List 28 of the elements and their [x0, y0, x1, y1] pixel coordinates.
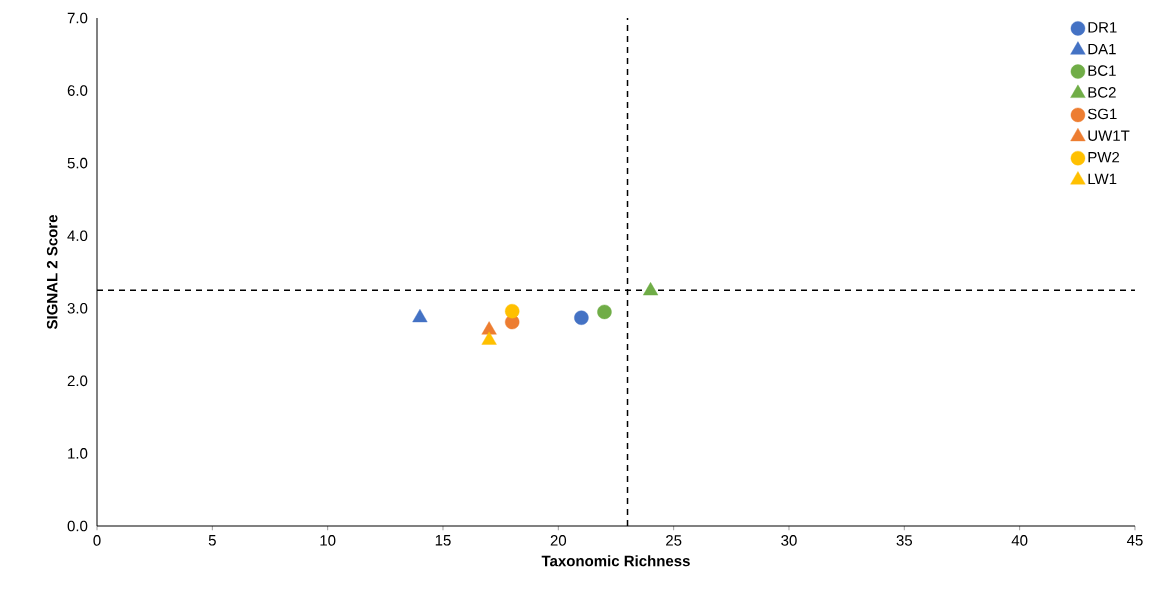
x-tick-label: 45 — [1126, 535, 1143, 546]
legend-label: LW1 — [1088, 173, 1117, 185]
y-tick-label: 0.0 — [67, 520, 88, 532]
x-axis-title: Taxonomic Richness — [541, 555, 690, 567]
legend-label: BC2 — [1088, 87, 1116, 98]
legend-label: BC1 — [1088, 65, 1116, 76]
y-tick-label: 4.0 — [67, 230, 88, 242]
y-axis-title: SIGNAL 2 Score — [46, 215, 58, 330]
y-tick-label: 2.0 — [67, 375, 88, 387]
y-tick-label: 6.0 — [67, 85, 88, 96]
x-tick-label: 40 — [1011, 535, 1028, 546]
x-tick-label: 20 — [550, 535, 567, 546]
x-tick-label: 15 — [435, 535, 451, 546]
x-tick-label: 5 — [208, 535, 216, 546]
x-tick-label: 10 — [320, 535, 336, 546]
legend-label: SG1 — [1087, 108, 1117, 120]
x-tick-label: 35 — [896, 535, 913, 546]
y-tick-label: 7.0 — [67, 12, 88, 24]
x-tick-label: 25 — [666, 535, 682, 546]
legend-label: PW2 — [1088, 151, 1120, 163]
x-tick-label: 0 — [93, 535, 101, 546]
y-tick-label: 1.0 — [68, 448, 88, 459]
legend-label: DA1 — [1088, 43, 1116, 55]
y-tick-label: 5.0 — [67, 157, 88, 169]
y-tick-label: 3.0 — [67, 302, 88, 314]
legend-label: DR1 — [1088, 22, 1117, 33]
x-tick-label: 30 — [781, 535, 797, 546]
legend-label: UW1T — [1088, 130, 1130, 141]
